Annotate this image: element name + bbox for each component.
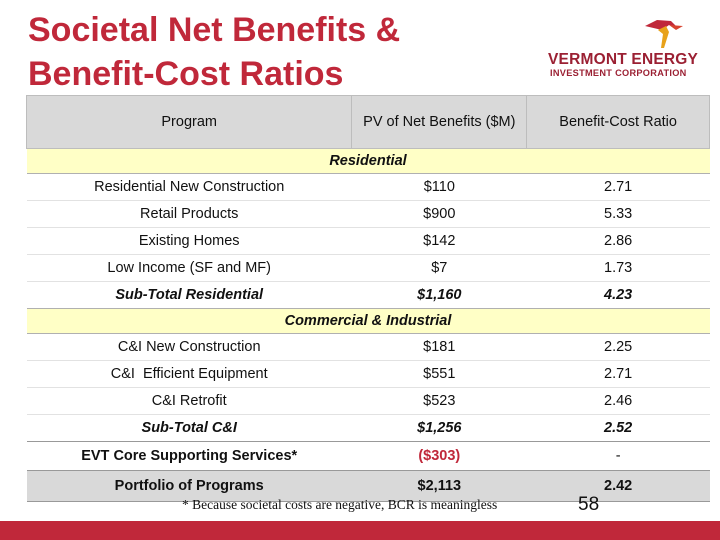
program-cell: C&I Retrofit — [26, 387, 352, 415]
table-row: Low Income (SF and MF) $7 1.73 — [26, 254, 710, 282]
title-line-2: Benefit-Cost Ratios — [28, 55, 344, 93]
program-cell: Residential New Construction — [26, 173, 352, 201]
bcr-cell: 2.52 — [604, 420, 633, 436]
pv-cell: $1,160 — [417, 287, 462, 303]
pv-cell: $900 — [351, 200, 527, 228]
program-cell: Sub-Total C&I — [141, 420, 237, 436]
pv-cell: $523 — [351, 387, 527, 415]
bcr-cell: 2.25 — [526, 333, 710, 361]
title-line-1: Societal Net Benefits & — [28, 11, 401, 49]
pv-cell: $2,113 — [351, 470, 527, 502]
bcr-cell: - — [526, 441, 710, 471]
bcr-cell: 5.33 — [526, 200, 710, 228]
section-commercial-industrial: Commercial & Industrial — [26, 308, 710, 334]
table-row: Residential New Construction $110 2.71 — [26, 173, 710, 201]
pv-cell: $110 — [351, 173, 527, 201]
company-logo: VERMONT ENERGY INVESTMENT CORPORATION — [545, 18, 699, 80]
pv-cell: $7 — [351, 254, 527, 282]
subtotal-residential-row: Sub-Total Residential $1,160 4.23 — [27, 282, 710, 309]
program-cell: Retail Products — [26, 200, 352, 228]
table-row: C&I Efficient Equipment $551 2.71 — [26, 360, 710, 388]
portfolio-row: Portfolio of Programs $2,113 2.42 — [26, 470, 710, 502]
benefits-table: Program PV of Net Benefits ($M) Benefit-… — [25, 95, 710, 502]
footnote: * Because societal costs are negative, B… — [182, 497, 498, 512]
table-row: C&I Retrofit $523 2.46 — [26, 387, 710, 415]
program-cell: EVT Core Supporting Services* — [26, 441, 352, 471]
program-cell: C&I New Construction — [26, 333, 352, 361]
table-header-row: Program PV of Net Benefits ($M) Benefit-… — [25, 95, 710, 149]
program-cell: Sub-Total Residential — [115, 287, 264, 303]
header-pv-net-benefits: PV of Net Benefits ($M) — [351, 95, 528, 149]
subtotal-ci-row: Sub-Total C&I $1,256 2.52 — [27, 415, 710, 442]
section-label: Commercial & Industrial — [26, 308, 710, 334]
pv-cell: $181 — [351, 333, 527, 361]
table-row: Retail Products $900 5.33 — [26, 200, 710, 228]
slide-title: Societal Net Benefits & Benefit-Cost Rat… — [28, 8, 400, 96]
logo-bird-icon — [645, 20, 683, 48]
header-program: Program — [25, 95, 353, 149]
program-cell: C&I Efficient Equipment — [26, 360, 352, 388]
bcr-cell: 2.46 — [526, 387, 710, 415]
logo-line-2: INVESTMENT CORPORATION — [550, 68, 687, 78]
section-label: Residential — [26, 148, 710, 174]
bcr-cell: 2.42 — [526, 470, 710, 502]
pv-cell: $142 — [351, 227, 527, 255]
page-number: 58 — [578, 494, 600, 515]
bcr-cell: 1.73 — [526, 254, 710, 282]
table-row: C&I New Construction $181 2.25 — [26, 333, 710, 361]
pv-cell: $551 — [351, 360, 527, 388]
pv-cell: $1,256 — [417, 420, 462, 436]
bcr-cell: 2.71 — [526, 360, 710, 388]
pv-cell: ($303) — [351, 441, 527, 471]
bcr-cell: 2.86 — [526, 227, 710, 255]
bcr-cell: 2.71 — [526, 173, 710, 201]
program-cell: Portfolio of Programs — [26, 470, 352, 502]
bottom-accent-bar — [0, 521, 720, 540]
section-residential: Residential — [26, 148, 710, 174]
core-services-row: EVT Core Supporting Services* ($303) - — [26, 441, 710, 471]
program-cell: Low Income (SF and MF) — [26, 254, 352, 282]
program-cell: Existing Homes — [26, 227, 352, 255]
logo-line-1: VERMONT ENERGY — [548, 51, 699, 68]
table-row: Existing Homes $142 2.86 — [26, 227, 710, 255]
header-benefit-cost-ratio: Benefit-Cost Ratio — [526, 95, 710, 149]
bcr-cell: 4.23 — [604, 287, 633, 303]
